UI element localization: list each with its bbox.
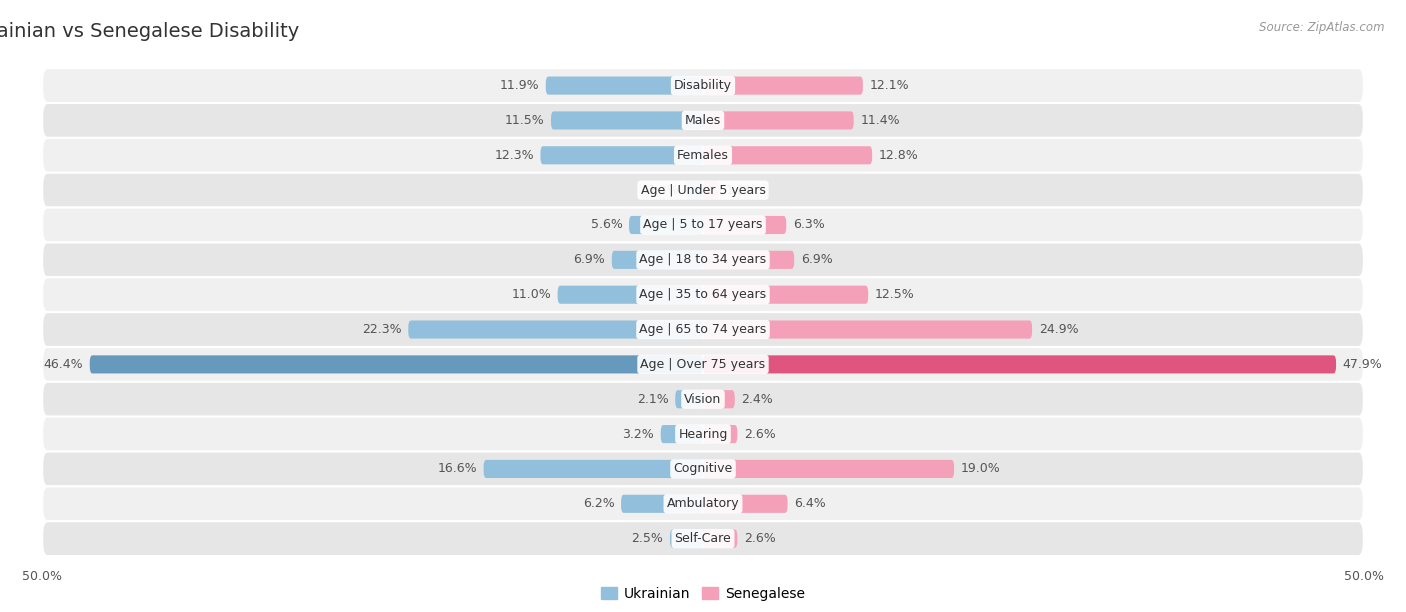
Text: Age | 18 to 34 years: Age | 18 to 34 years: [640, 253, 766, 266]
FancyBboxPatch shape: [703, 494, 787, 513]
Text: Age | 35 to 64 years: Age | 35 to 64 years: [640, 288, 766, 301]
FancyBboxPatch shape: [42, 487, 1364, 521]
Text: Age | 65 to 74 years: Age | 65 to 74 years: [640, 323, 766, 336]
Text: 2.6%: 2.6%: [744, 428, 776, 441]
FancyBboxPatch shape: [621, 494, 703, 513]
FancyBboxPatch shape: [408, 321, 703, 338]
FancyBboxPatch shape: [703, 111, 853, 130]
Text: 11.4%: 11.4%: [860, 114, 900, 127]
Text: Age | Over 75 years: Age | Over 75 years: [641, 358, 765, 371]
FancyBboxPatch shape: [703, 216, 786, 234]
Text: 19.0%: 19.0%: [960, 463, 1001, 476]
FancyBboxPatch shape: [703, 321, 1032, 338]
FancyBboxPatch shape: [42, 417, 1364, 452]
FancyBboxPatch shape: [42, 452, 1364, 487]
Text: 3.2%: 3.2%: [623, 428, 654, 441]
FancyBboxPatch shape: [540, 146, 703, 165]
FancyBboxPatch shape: [42, 242, 1364, 277]
FancyBboxPatch shape: [703, 181, 718, 199]
FancyBboxPatch shape: [703, 529, 737, 548]
Text: Source: ZipAtlas.com: Source: ZipAtlas.com: [1260, 21, 1385, 34]
Text: 24.9%: 24.9%: [1039, 323, 1078, 336]
FancyBboxPatch shape: [42, 138, 1364, 173]
Text: 22.3%: 22.3%: [361, 323, 402, 336]
Text: 6.2%: 6.2%: [582, 498, 614, 510]
Text: 11.9%: 11.9%: [499, 79, 538, 92]
Text: 12.8%: 12.8%: [879, 149, 918, 162]
Text: 16.6%: 16.6%: [437, 463, 477, 476]
Text: 2.4%: 2.4%: [741, 393, 773, 406]
FancyBboxPatch shape: [703, 286, 868, 304]
Text: 12.1%: 12.1%: [869, 79, 910, 92]
FancyBboxPatch shape: [42, 173, 1364, 207]
FancyBboxPatch shape: [546, 76, 703, 95]
Text: Ukrainian vs Senegalese Disability: Ukrainian vs Senegalese Disability: [0, 22, 299, 41]
Text: Males: Males: [685, 114, 721, 127]
FancyBboxPatch shape: [628, 216, 703, 234]
Text: 11.0%: 11.0%: [512, 288, 551, 301]
Text: 2.1%: 2.1%: [637, 393, 669, 406]
FancyBboxPatch shape: [42, 347, 1364, 382]
FancyBboxPatch shape: [703, 356, 1336, 373]
Text: Self-Care: Self-Care: [675, 532, 731, 545]
Text: 2.6%: 2.6%: [744, 532, 776, 545]
FancyBboxPatch shape: [703, 251, 794, 269]
Text: 1.2%: 1.2%: [725, 184, 758, 196]
Text: 12.3%: 12.3%: [494, 149, 534, 162]
FancyBboxPatch shape: [42, 68, 1364, 103]
FancyBboxPatch shape: [703, 425, 737, 443]
Text: 6.9%: 6.9%: [801, 253, 832, 266]
FancyBboxPatch shape: [42, 207, 1364, 242]
FancyBboxPatch shape: [669, 529, 703, 548]
FancyBboxPatch shape: [42, 277, 1364, 312]
Text: 11.5%: 11.5%: [505, 114, 544, 127]
FancyBboxPatch shape: [42, 312, 1364, 347]
Text: 5.6%: 5.6%: [591, 218, 623, 231]
Text: 6.4%: 6.4%: [794, 498, 825, 510]
FancyBboxPatch shape: [703, 390, 735, 408]
FancyBboxPatch shape: [675, 390, 703, 408]
FancyBboxPatch shape: [551, 111, 703, 130]
Text: 46.4%: 46.4%: [44, 358, 83, 371]
Text: Disability: Disability: [673, 79, 733, 92]
Text: Age | Under 5 years: Age | Under 5 years: [641, 184, 765, 196]
Text: 1.3%: 1.3%: [647, 184, 679, 196]
FancyBboxPatch shape: [42, 521, 1364, 556]
Text: Females: Females: [678, 149, 728, 162]
Text: 6.3%: 6.3%: [793, 218, 825, 231]
FancyBboxPatch shape: [703, 76, 863, 95]
FancyBboxPatch shape: [42, 103, 1364, 138]
FancyBboxPatch shape: [558, 286, 703, 304]
Text: 6.9%: 6.9%: [574, 253, 605, 266]
Text: Cognitive: Cognitive: [673, 463, 733, 476]
Text: 12.5%: 12.5%: [875, 288, 914, 301]
Text: Age | 5 to 17 years: Age | 5 to 17 years: [644, 218, 762, 231]
Text: Ambulatory: Ambulatory: [666, 498, 740, 510]
Text: Hearing: Hearing: [678, 428, 728, 441]
FancyBboxPatch shape: [612, 251, 703, 269]
FancyBboxPatch shape: [703, 146, 872, 165]
Text: Vision: Vision: [685, 393, 721, 406]
FancyBboxPatch shape: [484, 460, 703, 478]
FancyBboxPatch shape: [42, 382, 1364, 417]
Text: 2.5%: 2.5%: [631, 532, 664, 545]
FancyBboxPatch shape: [90, 356, 703, 373]
FancyBboxPatch shape: [703, 460, 955, 478]
FancyBboxPatch shape: [686, 181, 703, 199]
FancyBboxPatch shape: [661, 425, 703, 443]
Text: 47.9%: 47.9%: [1343, 358, 1382, 371]
Legend: Ukrainian, Senegalese: Ukrainian, Senegalese: [595, 581, 811, 606]
